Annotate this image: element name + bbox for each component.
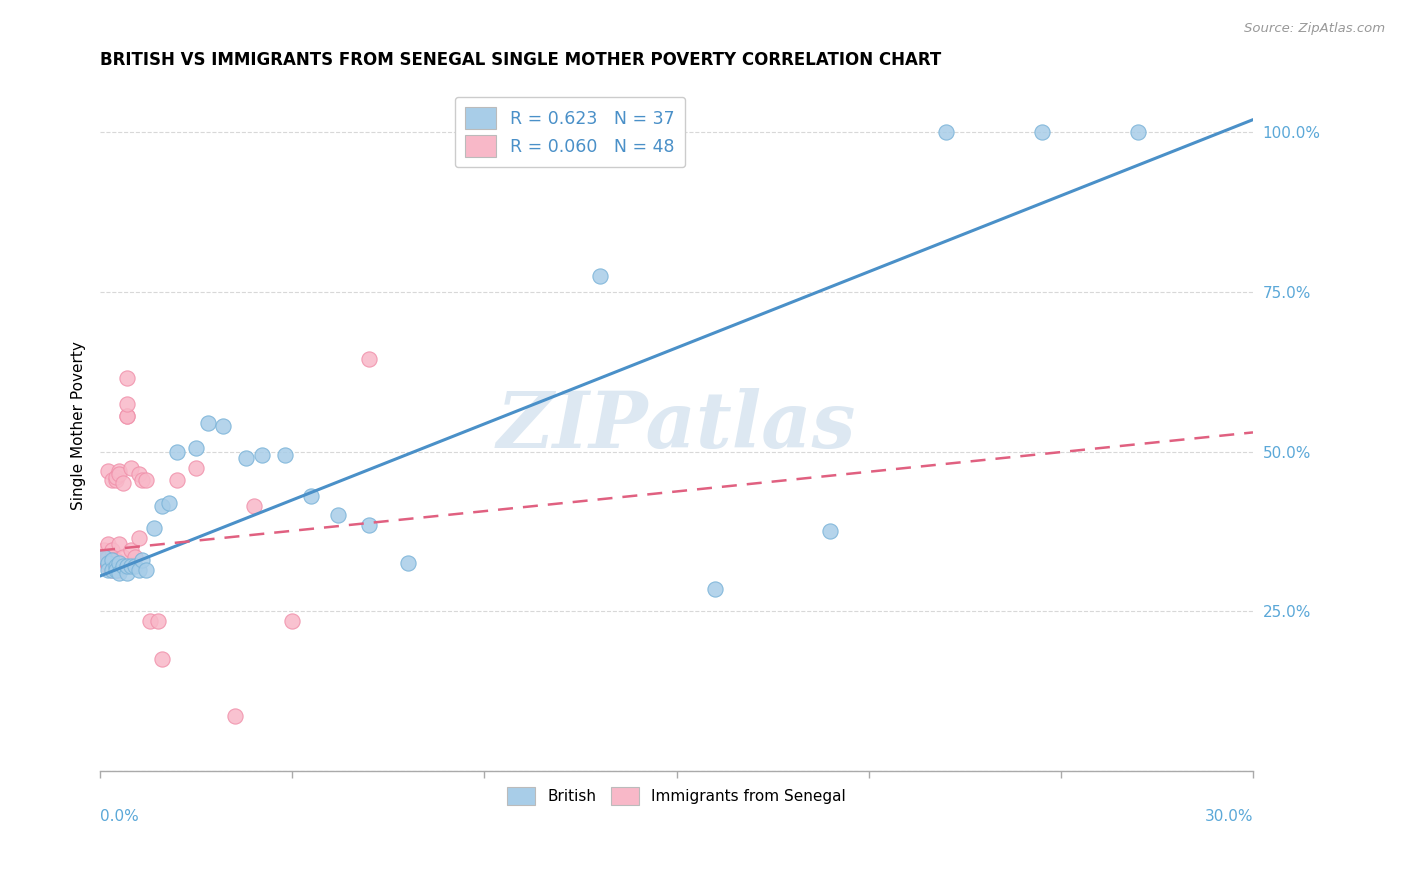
Point <box>135 563 157 577</box>
Point <box>104 470 127 484</box>
Point <box>131 553 153 567</box>
Text: BRITISH VS IMMIGRANTS FROM SENEGAL SINGLE MOTHER POVERTY CORRELATION CHART: BRITISH VS IMMIGRANTS FROM SENEGAL SINGL… <box>100 51 942 69</box>
Point <box>235 450 257 465</box>
Point <box>224 709 246 723</box>
Point <box>128 531 150 545</box>
Point <box>100 549 122 564</box>
Point <box>97 559 120 574</box>
Point <box>108 556 131 570</box>
Point <box>124 559 146 574</box>
Point <box>704 582 727 596</box>
Text: 30.0%: 30.0% <box>1205 809 1253 823</box>
Point <box>120 559 142 574</box>
Point <box>157 495 180 509</box>
Point <box>328 508 350 523</box>
Point <box>250 448 273 462</box>
Point <box>150 652 173 666</box>
Point <box>115 371 138 385</box>
Point <box>108 566 131 580</box>
Point <box>100 553 122 567</box>
Point <box>104 473 127 487</box>
Point <box>212 419 235 434</box>
Point <box>112 559 135 574</box>
Point <box>115 397 138 411</box>
Point <box>273 448 295 462</box>
Point <box>359 351 381 366</box>
Point <box>108 556 131 570</box>
Point <box>100 543 122 558</box>
Point <box>108 563 131 577</box>
Point <box>100 553 122 567</box>
Point <box>135 473 157 487</box>
Point <box>104 553 127 567</box>
Point <box>108 464 131 478</box>
Point <box>146 614 169 628</box>
Point <box>935 125 957 139</box>
Point <box>142 521 165 535</box>
Point <box>124 549 146 564</box>
Legend: British, Immigrants from Senegal: British, Immigrants from Senegal <box>501 780 852 812</box>
Point <box>120 543 142 558</box>
Point <box>93 553 115 567</box>
Point <box>115 409 138 424</box>
Point <box>359 518 381 533</box>
Point <box>281 614 304 628</box>
Point <box>97 556 120 570</box>
Point <box>94 553 117 567</box>
Point <box>108 467 131 481</box>
Point <box>243 499 266 513</box>
Point <box>301 489 323 503</box>
Point <box>104 563 127 577</box>
Point <box>104 556 127 570</box>
Text: ZIPatlas: ZIPatlas <box>496 388 856 464</box>
Point <box>186 460 208 475</box>
Point <box>131 473 153 487</box>
Point <box>1031 125 1053 139</box>
Point <box>100 563 122 577</box>
Text: Source: ZipAtlas.com: Source: ZipAtlas.com <box>1244 22 1385 36</box>
Point <box>139 614 162 628</box>
Point <box>100 473 122 487</box>
Point <box>166 473 188 487</box>
Point <box>93 549 115 564</box>
Point <box>589 268 612 283</box>
Point <box>166 444 188 458</box>
Y-axis label: Single Mother Poverty: Single Mother Poverty <box>72 342 86 510</box>
Point <box>104 559 127 574</box>
Point <box>1126 125 1149 139</box>
Point <box>100 553 122 567</box>
Point <box>112 476 135 491</box>
Point <box>120 460 142 475</box>
Text: 0.0%: 0.0% <box>100 809 139 823</box>
Point <box>97 464 120 478</box>
Point <box>108 559 131 574</box>
Point <box>115 559 138 574</box>
Point <box>128 467 150 481</box>
Point <box>104 563 127 577</box>
Point <box>150 499 173 513</box>
Point <box>112 549 135 564</box>
Point <box>91 549 114 564</box>
Point <box>97 537 120 551</box>
Point <box>112 559 135 574</box>
Point <box>100 563 122 577</box>
Point <box>115 566 138 580</box>
Point <box>93 543 115 558</box>
Point <box>396 556 419 570</box>
Point <box>97 549 120 564</box>
Point <box>820 524 842 539</box>
Point <box>115 409 138 424</box>
Point <box>186 442 208 456</box>
Point <box>108 537 131 551</box>
Point <box>128 563 150 577</box>
Point <box>97 563 120 577</box>
Point <box>197 416 219 430</box>
